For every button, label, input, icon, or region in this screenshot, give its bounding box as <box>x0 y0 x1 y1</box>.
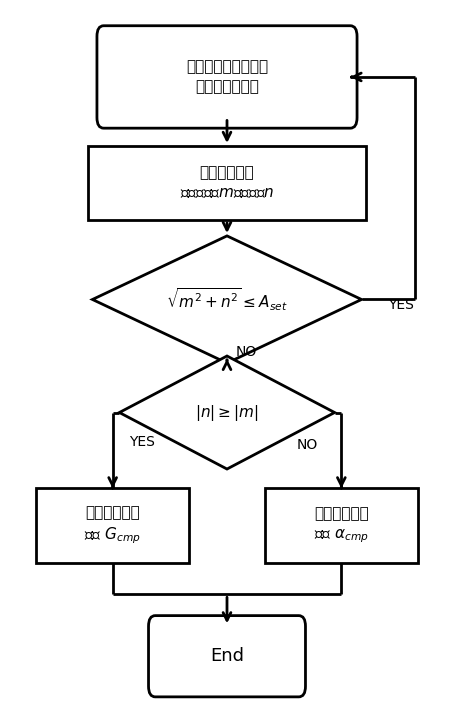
Polygon shape <box>93 236 361 363</box>
Text: $|n|\geq|m|$: $|n|\geq|m|$ <box>195 402 259 422</box>
Text: YES: YES <box>389 298 415 312</box>
FancyBboxPatch shape <box>265 488 418 562</box>
Text: 调整检测角度
误差 $\alpha_{cmp}$: 调整检测角度 误差 $\alpha_{cmp}$ <box>314 506 369 545</box>
Text: YES: YES <box>129 435 155 449</box>
Text: 在高速旋转状态下测
量角度估计误差: 在高速旋转状态下测 量角度估计误差 <box>186 60 268 95</box>
FancyBboxPatch shape <box>88 146 366 220</box>
Polygon shape <box>119 356 335 469</box>
Text: 调整检测增益
误差 $G_{cmp}$: 调整检测增益 误差 $G_{cmp}$ <box>84 505 141 546</box>
Text: $\sqrt{m^2+n^2}\leq A_{set}$: $\sqrt{m^2+n^2}\leq A_{set}$ <box>166 286 288 313</box>
Text: NO: NO <box>297 438 318 452</box>
FancyBboxPatch shape <box>97 26 357 128</box>
Text: 组成成分分析
得到同相量$m$和正交量$n$: 组成成分分析 得到同相量$m$和正交量$n$ <box>180 165 274 200</box>
FancyBboxPatch shape <box>148 616 306 697</box>
FancyBboxPatch shape <box>36 488 189 562</box>
Text: End: End <box>210 647 244 665</box>
Text: NO: NO <box>236 345 257 359</box>
